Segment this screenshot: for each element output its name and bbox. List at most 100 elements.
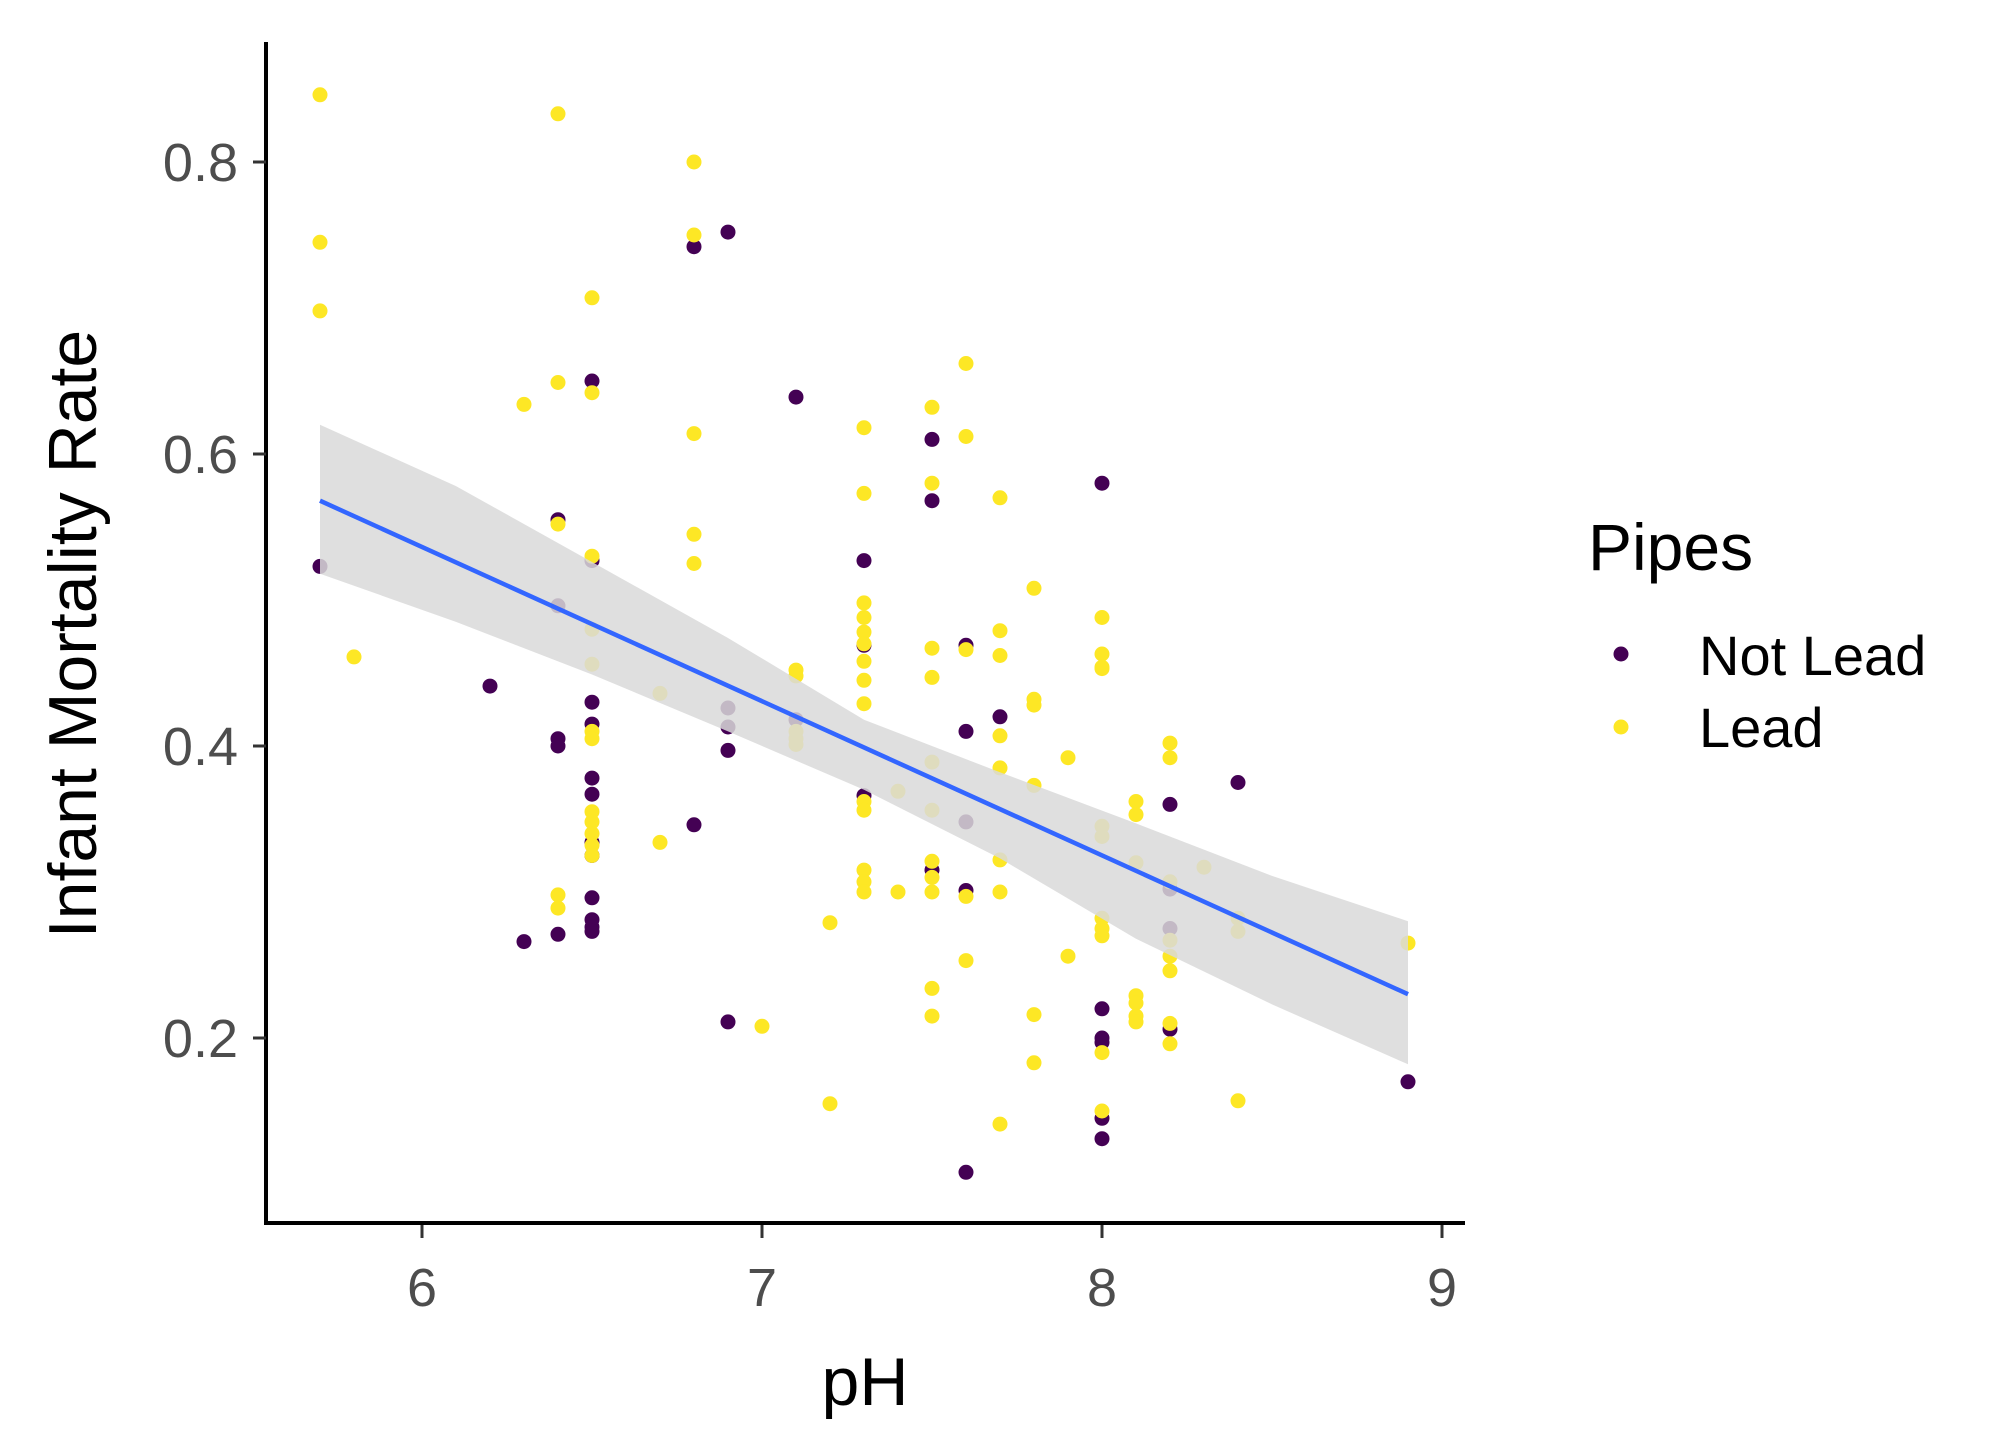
point-lead [856, 672, 872, 688]
point-not-lead [720, 224, 736, 240]
point-lead [958, 642, 974, 658]
y-tick-label: 0.8 [163, 133, 238, 193]
legend-title: Pipes [1588, 510, 1753, 584]
point-lead [890, 884, 906, 900]
point-lead [1128, 807, 1144, 823]
point-not-lead [924, 493, 940, 509]
point-not-lead [550, 738, 566, 754]
x-tick-label: 7 [747, 1258, 777, 1318]
point-lead [652, 834, 668, 850]
point-lead [992, 490, 1008, 506]
point-not-lead [584, 923, 600, 939]
x-tick-label: 9 [1427, 1258, 1457, 1318]
point-lead [958, 888, 974, 904]
point-not-lead [924, 431, 940, 447]
point-lead [686, 556, 702, 571]
point-lead [1162, 963, 1178, 979]
point-lead [550, 516, 566, 532]
point-not-lead [584, 694, 600, 710]
point-lead [992, 623, 1008, 639]
point-lead [992, 1116, 1008, 1132]
point-lead [924, 1008, 940, 1024]
point-lead [686, 227, 702, 243]
point-lead [924, 399, 940, 415]
point-lead [686, 426, 702, 442]
x-tick-label: 6 [407, 1258, 437, 1318]
point-lead [958, 953, 974, 969]
confidence-band [320, 424, 1408, 1065]
point-lead [346, 649, 362, 665]
x-axis-title: pH [822, 1344, 909, 1420]
point-not-lead [1400, 1074, 1416, 1090]
point-lead [1162, 750, 1178, 766]
point-lead [1026, 580, 1042, 596]
point-lead [584, 826, 600, 842]
point-lead [1060, 948, 1076, 964]
point-lead [856, 884, 872, 900]
point-lead [856, 653, 872, 669]
point-not-lead [1094, 1001, 1110, 1017]
point-not-lead [686, 239, 702, 255]
point-not-lead [1162, 796, 1178, 812]
point-lead [924, 669, 940, 685]
point-lead [584, 290, 600, 306]
point-lead [924, 475, 940, 491]
point-not-lead [958, 1164, 974, 1180]
point-lead [550, 887, 566, 903]
y-ticks: 0.2 0.4 0.6 0.8 [163, 133, 266, 1069]
y-tick-label: 0.2 [163, 1009, 238, 1069]
point-not-lead [856, 553, 872, 569]
point-not-lead [584, 890, 600, 906]
confidence-band-layer [320, 424, 1408, 1065]
point-not-lead [788, 389, 804, 405]
point-lead [856, 636, 872, 652]
point-lead [686, 154, 702, 170]
point-lead [924, 640, 940, 656]
point-not-lead [1230, 775, 1246, 790]
point-lead [584, 385, 600, 401]
point-lead [312, 303, 328, 319]
point-lead [1094, 1103, 1110, 1119]
point-lead [1094, 661, 1110, 677]
point-not-lead [584, 786, 600, 802]
point-lead [856, 420, 872, 436]
point-lead [1162, 1036, 1178, 1052]
point-lead [1094, 610, 1110, 625]
point-not-lead [686, 817, 702, 833]
point-not-lead [1094, 475, 1110, 491]
point-lead [856, 485, 872, 501]
point-lead [856, 610, 872, 625]
point-lead [924, 869, 940, 885]
point-not-lead [992, 709, 1008, 725]
point-lead [1094, 646, 1110, 662]
point-lead [856, 862, 872, 878]
point-lead [992, 728, 1008, 744]
point-not-lead [482, 678, 498, 694]
y-axis-title: Infant Mortality Rate [35, 330, 111, 938]
point-lead [312, 234, 328, 250]
point-lead [550, 106, 566, 122]
legend-marker-not-lead [1613, 646, 1629, 662]
point-lead [856, 802, 872, 818]
point-lead [1026, 697, 1042, 713]
x-tick-label: 8 [1087, 1258, 1117, 1318]
point-lead [584, 814, 600, 830]
point-not-lead [550, 926, 566, 942]
point-lead [584, 731, 600, 747]
point-lead [1026, 1007, 1042, 1023]
point-lead [924, 980, 940, 996]
legend-marker-lead [1613, 719, 1629, 735]
point-lead [992, 884, 1008, 900]
point-not-lead [516, 934, 532, 950]
point-not-lead [1094, 1131, 1110, 1147]
point-lead [686, 526, 702, 542]
point-lead [958, 356, 974, 371]
y-tick-label: 0.4 [163, 717, 238, 777]
point-lead [584, 848, 600, 863]
legend-label-lead: Lead [1699, 696, 1824, 759]
point-lead [924, 853, 940, 869]
point-lead [550, 375, 566, 390]
y-tick-label: 0.6 [163, 425, 238, 485]
point-lead [1094, 928, 1110, 944]
